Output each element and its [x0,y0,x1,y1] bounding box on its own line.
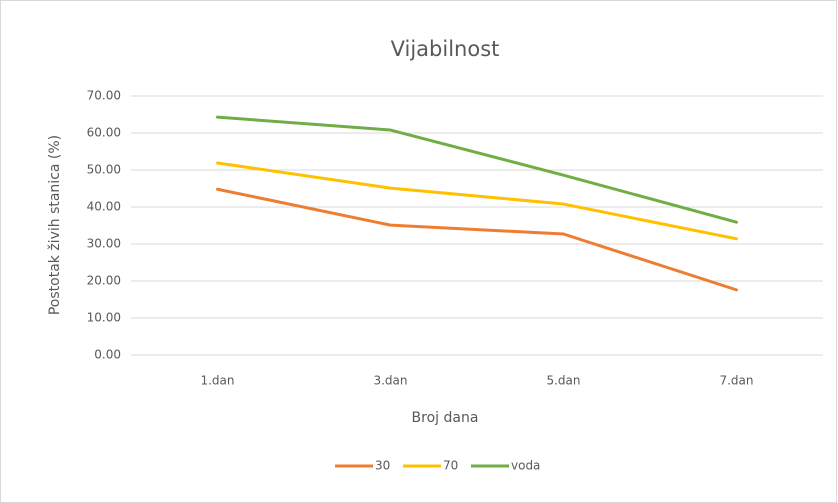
y-tick-label: 10.00 [87,311,121,325]
series-line [216,115,738,224]
legend-label: 30 [375,459,390,473]
y-tick-label: 20.00 [87,274,121,288]
legend-label: voda [511,459,540,473]
legend-label: 70 [443,459,458,473]
y-axis-title: Postotak živih stanica (%) [47,135,63,315]
x-axis-title: Broj dana [412,410,479,426]
x-tick-label: 3.dan [373,374,407,388]
x-tick-label: 7.dan [719,374,753,388]
x-tick-label: 5.dan [546,374,580,388]
y-tick-label: 40.00 [87,200,121,214]
y-tick-label: 70.00 [87,89,121,103]
y-tick-label: 0.00 [94,348,121,362]
series-line [216,161,738,241]
y-tick-label: 30.00 [87,237,121,251]
y-tick-label: 60.00 [87,126,121,140]
chart-title: Vijabilnost [391,37,500,61]
y-tick-label: 50.00 [87,163,121,177]
x-tick-label: 1.dan [200,374,234,388]
series-line [216,187,738,292]
